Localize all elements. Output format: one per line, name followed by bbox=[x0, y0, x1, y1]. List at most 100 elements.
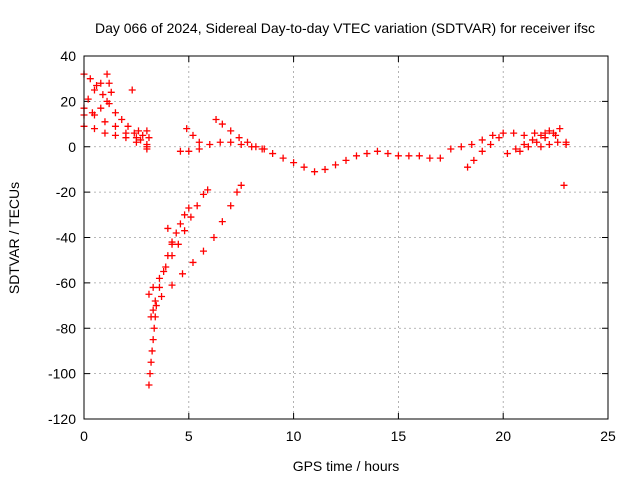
data-point bbox=[562, 140, 570, 148]
data-point bbox=[107, 88, 115, 96]
y-tick-label: -100 bbox=[48, 366, 76, 382]
data-point bbox=[118, 116, 126, 124]
x-tick-label: 15 bbox=[391, 428, 407, 444]
data-point bbox=[168, 281, 176, 289]
data-point bbox=[537, 131, 545, 139]
data-point bbox=[189, 258, 197, 266]
data-point bbox=[149, 306, 157, 314]
data-point bbox=[122, 129, 130, 137]
data-point bbox=[478, 136, 486, 144]
data-point bbox=[537, 143, 545, 151]
data-point bbox=[233, 188, 241, 196]
data-point bbox=[160, 268, 168, 276]
data-point bbox=[151, 297, 159, 305]
data-point bbox=[90, 86, 98, 94]
data-point bbox=[145, 134, 153, 142]
data-point bbox=[204, 186, 212, 194]
data-point bbox=[179, 270, 187, 278]
data-point bbox=[436, 154, 444, 162]
data-point bbox=[468, 140, 476, 148]
data-point bbox=[152, 302, 160, 310]
data-point bbox=[556, 125, 564, 133]
data-point bbox=[195, 138, 203, 146]
data-point bbox=[300, 163, 308, 171]
y-tick-label: -120 bbox=[48, 411, 76, 427]
data-point bbox=[164, 252, 172, 260]
data-point bbox=[478, 147, 486, 155]
data-point bbox=[212, 116, 220, 124]
data-point bbox=[210, 234, 218, 241]
data-point bbox=[132, 134, 140, 142]
chart-title: Day 066 of 2024, Sidereal Day-to-day VTE… bbox=[95, 20, 595, 36]
data-point bbox=[90, 125, 98, 133]
data-point bbox=[237, 140, 245, 148]
data-point bbox=[162, 263, 170, 271]
data-point bbox=[181, 227, 189, 235]
data-point bbox=[174, 240, 182, 248]
data-point bbox=[529, 136, 537, 144]
data-point bbox=[499, 129, 507, 137]
data-point bbox=[457, 143, 465, 151]
y-tick-label: 20 bbox=[60, 93, 76, 109]
data-point bbox=[150, 324, 158, 332]
data-point bbox=[99, 91, 107, 99]
data-point bbox=[260, 145, 268, 153]
data-point bbox=[531, 129, 539, 137]
data-point bbox=[279, 154, 287, 162]
data-point bbox=[352, 152, 360, 160]
data-point bbox=[510, 129, 518, 137]
data-point bbox=[111, 131, 119, 139]
data-point bbox=[394, 152, 402, 160]
data-point bbox=[146, 370, 154, 378]
data-point bbox=[97, 79, 105, 87]
data-point bbox=[495, 134, 503, 142]
data-point bbox=[181, 211, 189, 219]
data-point bbox=[520, 131, 528, 139]
data-point bbox=[193, 202, 201, 210]
data-point bbox=[489, 131, 497, 139]
data-point bbox=[470, 156, 478, 164]
data-point bbox=[145, 290, 153, 298]
data-point bbox=[541, 134, 549, 142]
data-point bbox=[512, 145, 520, 153]
data-point bbox=[164, 224, 172, 232]
data-point bbox=[311, 168, 319, 176]
data-point bbox=[185, 204, 193, 212]
data-markers bbox=[80, 70, 570, 389]
data-point bbox=[84, 95, 92, 103]
data-point bbox=[447, 145, 455, 153]
x-axis-label: GPS time / hours bbox=[293, 458, 400, 474]
data-point bbox=[218, 218, 226, 226]
data-point bbox=[158, 292, 166, 300]
data-point bbox=[533, 138, 541, 146]
data-point bbox=[103, 70, 111, 78]
data-point bbox=[199, 190, 207, 198]
data-point bbox=[252, 143, 260, 151]
y-tick-label: -80 bbox=[56, 320, 76, 336]
data-point bbox=[187, 213, 195, 221]
data-point bbox=[143, 140, 151, 148]
data-point bbox=[545, 140, 553, 148]
data-point bbox=[405, 152, 413, 160]
data-point bbox=[227, 138, 235, 146]
data-point bbox=[137, 136, 145, 144]
x-tick-label: 10 bbox=[286, 428, 302, 444]
data-point bbox=[130, 129, 138, 137]
data-point bbox=[554, 138, 562, 146]
data-point bbox=[524, 143, 532, 151]
data-point bbox=[199, 247, 207, 255]
data-point bbox=[290, 159, 298, 167]
data-point bbox=[176, 147, 184, 155]
data-point bbox=[243, 138, 251, 146]
grid-lines bbox=[84, 56, 608, 419]
data-point bbox=[363, 150, 371, 158]
data-point bbox=[503, 150, 511, 158]
data-point bbox=[237, 181, 245, 189]
data-point bbox=[151, 313, 159, 321]
y-tick-label: -60 bbox=[56, 275, 76, 291]
data-point bbox=[145, 381, 153, 389]
data-point bbox=[332, 161, 340, 169]
data-point bbox=[520, 140, 528, 148]
data-point bbox=[172, 229, 180, 237]
data-point bbox=[516, 147, 524, 155]
